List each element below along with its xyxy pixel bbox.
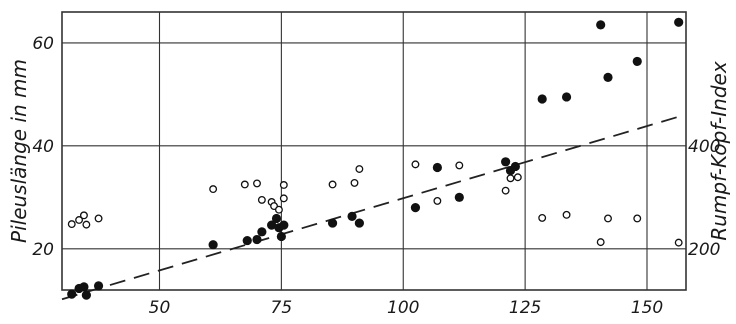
tick-labels: 50 75 100 125 150 20 40 60 200 400: [32, 34, 720, 318]
grid-lines: [62, 12, 686, 290]
open-point: [633, 214, 642, 223]
filled-point: [67, 289, 77, 299]
filled-point: [347, 211, 357, 221]
open-point: [94, 214, 103, 223]
open-point: [79, 211, 88, 220]
filled-point: [93, 281, 104, 291]
open-point: [506, 174, 515, 183]
x-tick-label: 150: [631, 298, 663, 318]
plot-frame: [61, 11, 687, 291]
open-point: [562, 210, 571, 219]
filled-point: [501, 157, 511, 167]
filled-point: [537, 94, 547, 104]
open-point: [604, 214, 612, 223]
y-axis-label: Pileuslänge in mm: [7, 59, 31, 243]
filled-point: [410, 203, 421, 213]
data-points: [67, 17, 684, 300]
open-point: [674, 238, 683, 247]
filled-point: [674, 17, 684, 27]
open-point: [501, 186, 510, 195]
filled-point: [454, 192, 464, 202]
filled-point: [257, 227, 267, 237]
y-tick-label: 20: [32, 240, 54, 260]
open-point: [411, 160, 420, 169]
open-point: [253, 179, 261, 188]
open-point: [279, 194, 288, 203]
filled-point: [327, 218, 338, 228]
filled-point: [81, 290, 91, 300]
filled-point: [276, 231, 286, 242]
open-point: [513, 173, 522, 182]
open-point: [82, 220, 91, 229]
open-point: [240, 180, 249, 189]
filled-point: [354, 218, 364, 228]
open-point: [274, 205, 283, 214]
y-tick-label: 40: [32, 137, 54, 157]
y2-tick-label: 200: [688, 240, 720, 260]
trend-line: [61, 115, 682, 301]
filled-point: [561, 92, 572, 102]
x-tick-label: 75: [271, 298, 293, 318]
open-point: [355, 165, 364, 173]
filled-point: [632, 56, 642, 67]
open-point: [350, 178, 359, 187]
open-point: [257, 195, 266, 204]
filled-point: [271, 213, 282, 224]
y2-axis-label: Rumpf-Kopf-Index: [707, 61, 731, 240]
open-point: [596, 238, 605, 247]
filled-point: [510, 161, 520, 172]
filled-point: [596, 20, 606, 30]
filled-point: [208, 240, 218, 250]
open-point: [538, 213, 547, 222]
filled-point: [252, 234, 262, 245]
open-point: [279, 181, 288, 189]
open-point: [75, 216, 84, 224]
filled-point: [603, 72, 613, 82]
filled-point: [242, 235, 252, 246]
open-point: [209, 185, 218, 194]
y2-tick-label: 400: [688, 137, 720, 157]
x-tick-label: 50: [149, 298, 171, 318]
filled-point: [432, 162, 442, 173]
filled-point: [79, 282, 89, 292]
x-tick-label: 125: [509, 298, 541, 318]
y-tick-label: 60: [32, 34, 54, 54]
filled-point: [279, 220, 289, 230]
filled-point: [267, 220, 277, 230]
open-point: [455, 161, 464, 170]
open-point: [67, 220, 76, 229]
open-point: [433, 196, 442, 205]
x-tick-label: 100: [387, 298, 419, 318]
open-point: [328, 180, 337, 189]
